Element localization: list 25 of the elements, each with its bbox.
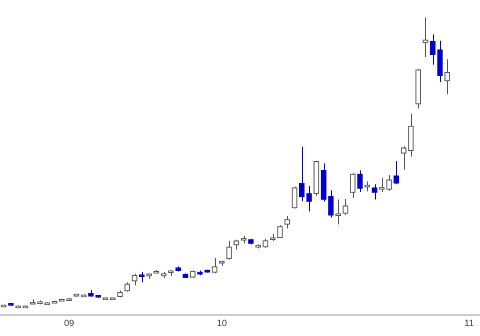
candlestick	[444, 58, 450, 95]
candlestick	[408, 113, 414, 158]
candlestick	[212, 257, 218, 274]
candlestick	[306, 185, 312, 212]
candlestick	[298, 146, 305, 202]
candlestick	[277, 224, 283, 238]
candlestick	[292, 186, 298, 209]
x-tick-label: 09	[64, 318, 74, 328]
x-tick-label: 10	[216, 318, 227, 328]
candlestick	[400, 146, 406, 170]
candlestick	[226, 240, 232, 260]
candlestick	[342, 198, 348, 216]
candlestick	[124, 282, 130, 292]
candlestick	[350, 172, 356, 198]
candlestick	[132, 273, 138, 286]
candlestick	[328, 190, 334, 218]
candlestick	[422, 16, 428, 58]
candlestick	[394, 160, 400, 185]
candlestick	[284, 216, 290, 229]
candlestick	[430, 34, 436, 66]
candlestick	[357, 170, 363, 193]
candlestick	[386, 174, 392, 192]
x-tick-label: 11	[464, 318, 474, 328]
candlestick	[372, 184, 378, 200]
candlestick	[234, 239, 240, 250]
